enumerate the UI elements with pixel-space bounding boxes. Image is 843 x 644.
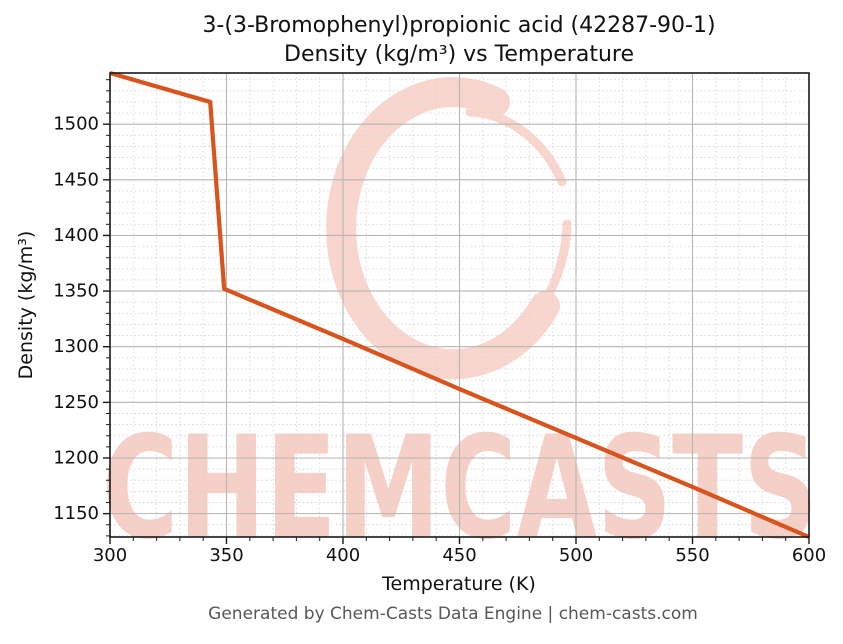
x-tick-label: 500	[559, 545, 593, 566]
x-tick-label: 550	[675, 545, 709, 566]
plot-border	[109, 72, 810, 538]
chart-title-line1: 3-(3-Bromophenyl)propionic acid (42287-9…	[202, 13, 716, 38]
y-tick-label: 1250	[53, 392, 99, 413]
axes-spines-and-ticks	[103, 72, 810, 544]
x-tick-label: 350	[209, 545, 243, 566]
x-tick-label: 300	[93, 545, 127, 566]
y-tick-label: 1500	[53, 114, 99, 135]
chart-title-line2: Density (kg/m³) vs Temperature	[284, 42, 634, 68]
chart-title: 3-(3-Bromophenyl)propionic acid (42287-9…	[202, 11, 715, 69]
density-line-series	[109, 70, 810, 539]
x-tick-label: 400	[326, 545, 360, 566]
chemcasts-logo-watermark-icon	[326, 77, 572, 380]
tick-labels: 300 350 400 450 500 550 600 1150 1200 1250 1300 135…	[53, 114, 826, 566]
density-vs-temperature-line	[109, 70, 810, 539]
x-tick-label: 450	[442, 545, 476, 566]
y-tick-label: 1400	[53, 225, 99, 246]
y-tick-label: 1200	[53, 447, 99, 468]
x-axis-label: Temperature (K)	[382, 573, 536, 595]
y-tick-label: 1350	[53, 281, 99, 302]
y-axis-label: Density (kg/m³)	[15, 230, 37, 380]
footer-text: Generated by Chem-Casts Data Engine | ch…	[208, 604, 698, 624]
y-tick-label: 1450	[53, 169, 99, 190]
x-tick-label: 600	[792, 545, 826, 566]
y-tick-label: 1150	[53, 503, 99, 524]
y-tick-label: 1300	[53, 336, 99, 357]
